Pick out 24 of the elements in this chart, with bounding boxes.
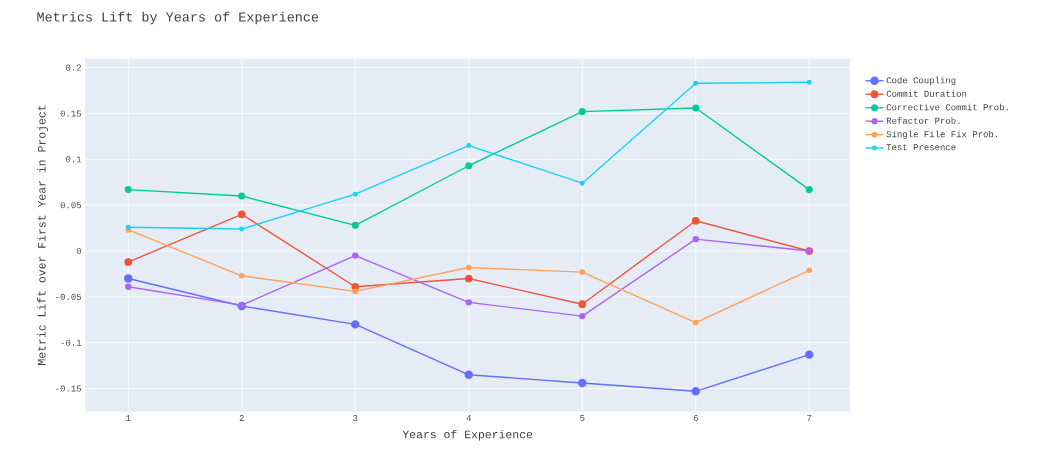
y-tick-label: -0.15 — [56, 385, 82, 392]
x-tick-label: 3 — [353, 414, 358, 422]
x-tick-label: 1 — [126, 415, 131, 421]
y-tick-label: 0.05 — [60, 202, 82, 209]
y-tick-label: 0.15 — [60, 110, 82, 117]
x-tick-label: 5 — [580, 415, 585, 421]
x-axis-title: Years of Experience — [402, 429, 533, 441]
x-tick-label: 4 — [466, 415, 471, 421]
legend-label: Code Coupling — [886, 76, 956, 86]
y-tick-label: 0.1 — [66, 156, 82, 163]
legend-label: Commit Duration — [886, 90, 967, 97]
y-tick-label: -0.1 — [61, 339, 82, 346]
chart-title: Metrics Lift by Years of Experience — [37, 11, 319, 25]
y-axis-title: Metric Lift over First Year in Project — [37, 105, 48, 365]
legend-label: Refactor Prob. — [886, 117, 960, 124]
y-tick-label: 0 — [76, 247, 82, 255]
y-tick-label: -0.05 — [56, 293, 82, 300]
legend-label: Single File Fix Prob. — [886, 130, 997, 140]
legend-label: Test Presence — [886, 144, 956, 151]
x-tick-label: 6 — [693, 414, 698, 422]
x-tick-label: 2 — [239, 414, 244, 421]
legend-label: Corrective Commit Prob. — [886, 103, 1008, 111]
y-tick-label: 0.2 — [66, 64, 81, 71]
x-tick-label: 7 — [807, 415, 812, 421]
